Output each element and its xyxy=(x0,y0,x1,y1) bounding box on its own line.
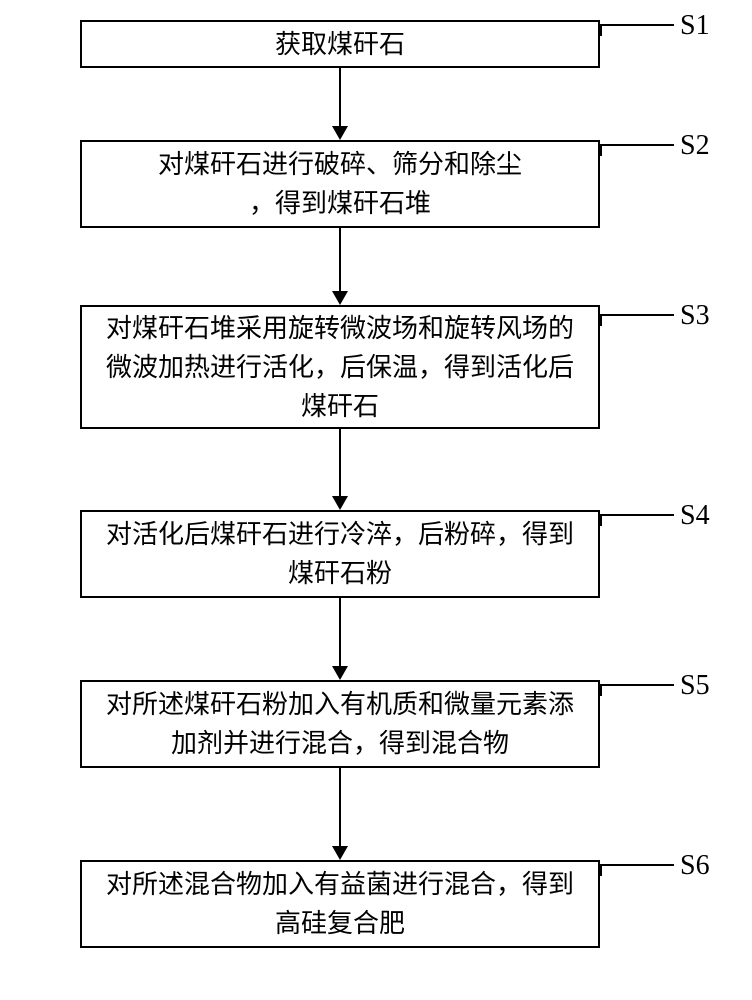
step-text: 对所述煤矸石粉加入有机质和微量元素添加剂并进行混合，得到混合物 xyxy=(106,685,574,763)
step-label-S4: S4 xyxy=(680,500,710,532)
step-text: 对活化后煤矸石进行冷淬，后粉碎，得到煤矸石粉 xyxy=(106,515,574,593)
leader-tick xyxy=(600,864,602,876)
step-box-S2: 对煤矸石进行破碎、筛分和除尘，得到煤矸石堆 xyxy=(80,140,600,228)
step-label-S3: S3 xyxy=(680,300,710,332)
arrow-head-icon xyxy=(332,496,348,510)
step-box-S4: 对活化后煤矸石进行冷淬，后粉碎，得到煤矸石粉 xyxy=(80,510,600,598)
leader-tick xyxy=(600,514,602,526)
leader-tick xyxy=(600,24,602,36)
arrow-head-icon xyxy=(332,666,348,680)
arrow-stem xyxy=(339,68,341,128)
step-box-S1: 获取煤矸石 xyxy=(80,20,600,68)
step-label-S6: S6 xyxy=(680,850,710,882)
leader-line xyxy=(600,314,674,316)
leader-line xyxy=(600,684,674,686)
leader-line xyxy=(600,864,674,866)
leader-line xyxy=(600,144,674,146)
leader-curve xyxy=(600,856,602,858)
step-text: 对煤矸石进行破碎、筛分和除尘，得到煤矸石堆 xyxy=(158,145,522,223)
step-text: 获取煤矸石 xyxy=(275,25,405,64)
leader-line xyxy=(600,24,674,26)
arrow-stem xyxy=(339,228,341,293)
step-text: 对煤矸石堆采用旋转微波场和旋转风场的微波加热进行活化，后保温，得到活化后煤矸石 xyxy=(106,309,574,426)
step-label-S5: S5 xyxy=(680,670,710,702)
step-text: 对所述混合物加入有益菌进行混合，得到高硅复合肥 xyxy=(106,865,574,943)
arrow-head-icon xyxy=(332,126,348,140)
step-box-S3: 对煤矸石堆采用旋转微波场和旋转风场的微波加热进行活化，后保温，得到活化后煤矸石 xyxy=(80,305,600,429)
arrow-head-icon xyxy=(332,846,348,860)
flowchart-canvas: 获取煤矸石 S1 对煤矸石进行破碎、筛分和除尘，得到煤矸石堆 S2 对煤矸石堆采用旋转微… xyxy=(0,0,752,1000)
leader-tick xyxy=(600,314,602,326)
leader-line xyxy=(600,514,674,516)
arrow-stem xyxy=(339,768,341,848)
leader-curve xyxy=(600,506,602,508)
leader-curve xyxy=(600,676,602,678)
step-box-S6: 对所述混合物加入有益菌进行混合，得到高硅复合肥 xyxy=(80,860,600,948)
leader-curve xyxy=(600,16,602,18)
step-label-S2: S2 xyxy=(680,130,710,162)
leader-curve xyxy=(600,306,602,308)
arrow-head-icon xyxy=(332,291,348,305)
step-box-S5: 对所述煤矸石粉加入有机质和微量元素添加剂并进行混合，得到混合物 xyxy=(80,680,600,768)
leader-tick xyxy=(600,684,602,696)
leader-tick xyxy=(600,144,602,156)
arrow-stem xyxy=(339,429,341,498)
arrow-stem xyxy=(339,598,341,668)
leader-curve xyxy=(600,136,602,138)
step-label-S1: S1 xyxy=(680,10,710,42)
